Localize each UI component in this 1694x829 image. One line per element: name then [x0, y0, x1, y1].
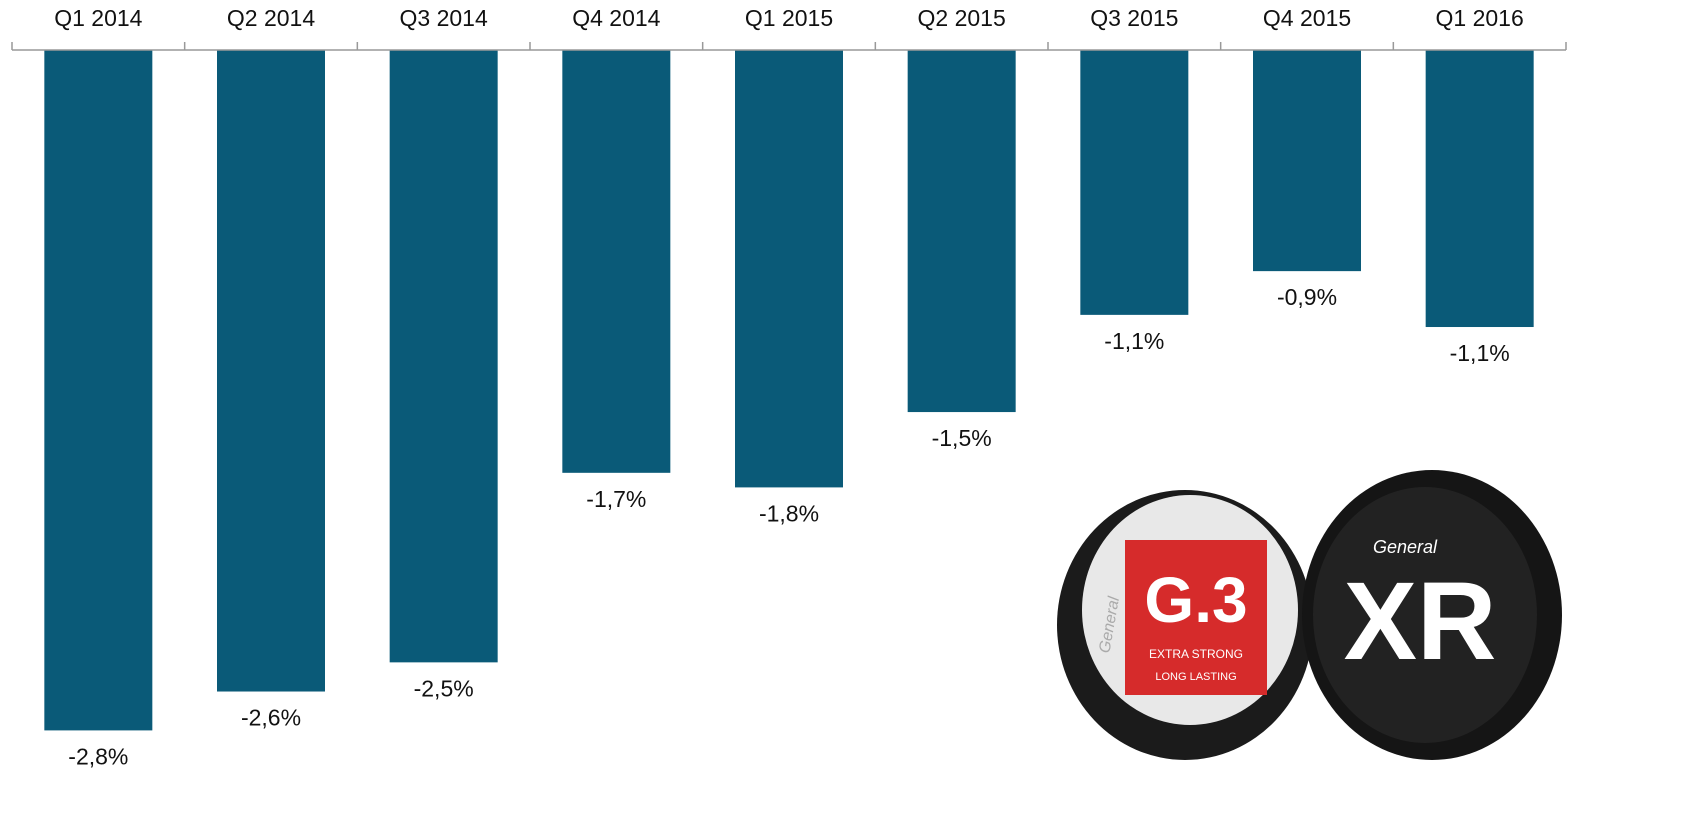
- bar: [907, 50, 1016, 413]
- bar: [44, 50, 153, 731]
- x-tick-label: Q4 2014: [572, 5, 660, 31]
- bar: [1253, 50, 1361, 272]
- x-tick-label: Q3 2015: [1090, 5, 1178, 31]
- bar: [735, 50, 843, 488]
- bar: [217, 50, 325, 692]
- data-label: -2,6%: [241, 705, 301, 731]
- bar: [389, 50, 498, 663]
- photo-text: G.3: [1144, 564, 1247, 636]
- data-label: -2,5%: [414, 675, 474, 701]
- photo-text: EXTRA STRONG: [1149, 647, 1243, 661]
- data-label: -1,1%: [1104, 328, 1164, 354]
- photo-text: General: [1373, 537, 1438, 557]
- bar: [1080, 50, 1189, 315]
- bar: [562, 50, 671, 473]
- x-tick-label: Q1 2016: [1436, 5, 1524, 31]
- x-tick-label: Q1 2015: [745, 5, 833, 31]
- can-right-lid: [1313, 487, 1537, 743]
- data-label: -1,5%: [932, 425, 992, 451]
- x-tick-label: Q1 2014: [54, 5, 142, 31]
- product-photo: G.3 EXTRA STRONG LONG LASTING General XR…: [1057, 470, 1562, 760]
- x-tick-label: Q4 2015: [1263, 5, 1351, 31]
- g3-label: [1125, 540, 1267, 695]
- data-label: -2,8%: [68, 743, 128, 769]
- photo-text: LONG LASTING: [1155, 671, 1236, 683]
- bar: [1425, 50, 1534, 328]
- data-label: -0,9%: [1277, 284, 1337, 310]
- data-label: -1,1%: [1450, 340, 1510, 366]
- data-label: -1,7%: [586, 486, 646, 512]
- photo-text: XR: [1344, 560, 1497, 683]
- x-tick-label: Q2 2015: [918, 5, 1006, 31]
- x-tick-label: Q3 2014: [400, 5, 488, 31]
- data-label: -1,8%: [759, 500, 819, 526]
- x-tick-label: Q2 2014: [227, 5, 315, 31]
